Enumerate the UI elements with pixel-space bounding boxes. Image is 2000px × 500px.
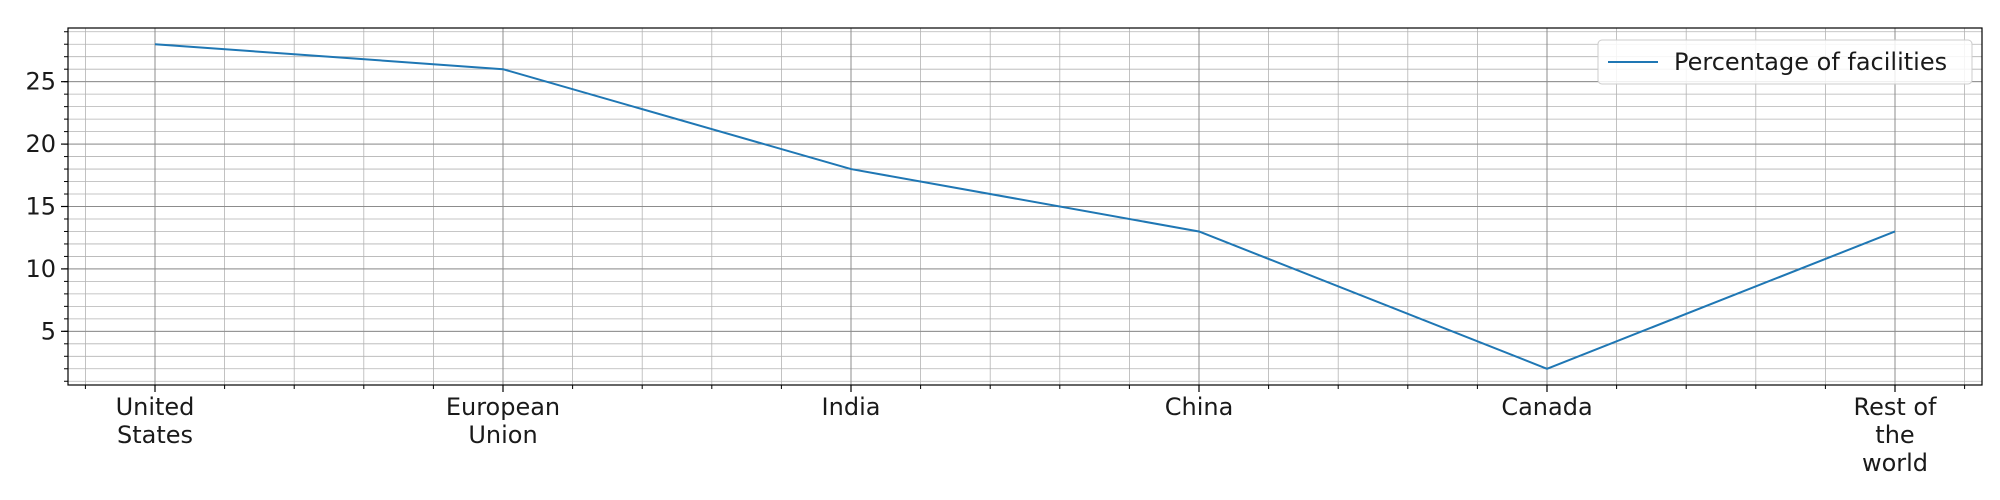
- x-tick-label: China: [1165, 393, 1234, 421]
- y-tick-label: 5: [41, 317, 56, 345]
- x-tick-label: States: [117, 421, 193, 449]
- y-tick-label: 20: [25, 130, 56, 158]
- x-tick-label: Canada: [1501, 393, 1592, 421]
- axis-ticks: [61, 31, 1966, 392]
- x-tick-label: Union: [468, 421, 537, 449]
- series-line: [154, 43, 1896, 370]
- legend-box: [1597, 39, 1973, 85]
- x-tick-label: world: [1862, 449, 1928, 477]
- y-tick-labels: 5 10 15 20 25: [25, 68, 56, 346]
- x-tick-label: Rest of: [1853, 393, 1937, 421]
- x-tick-label: India: [822, 393, 881, 421]
- x-tick-label: United: [116, 393, 195, 421]
- x-tick-label: European: [446, 393, 560, 421]
- legend: Percentage of facilities: [1597, 39, 1973, 85]
- y-tick-label: 10: [25, 255, 56, 283]
- major-grid: [68, 28, 1982, 385]
- x-tick-label: the: [1875, 421, 1914, 449]
- series-layer: [154, 43, 1896, 370]
- y-tick-label: 25: [25, 68, 56, 96]
- legend-label: Percentage of facilities: [1674, 48, 1947, 76]
- y-tick-label: 15: [25, 193, 56, 221]
